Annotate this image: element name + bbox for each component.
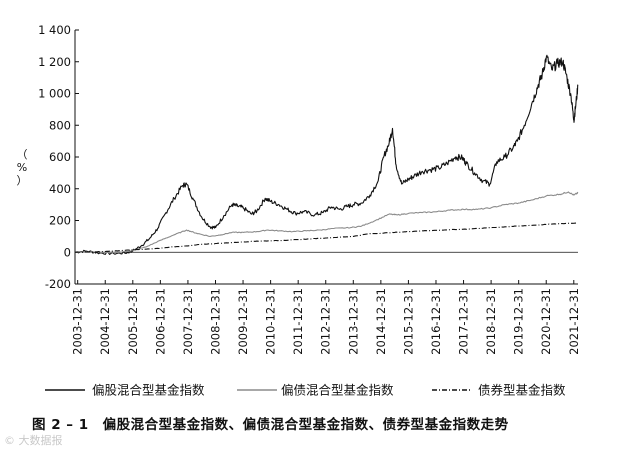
x-tick-label: 2020-12-31: [539, 288, 553, 355]
figure-caption: 图 2 – 1 偏股混合型基金指数、偏债混合型基金指数、债券型基金指数走势: [32, 413, 523, 433]
x-tick-label: 2008-12-31: [208, 288, 222, 355]
x-tick-label: 2019-12-31: [512, 288, 526, 355]
x-tick-label: 2003-12-31: [71, 288, 85, 355]
x-tick-label: 2005-12-31: [126, 288, 140, 355]
series-line-1: [74, 54, 579, 255]
x-tick-label: 2014-12-31: [374, 288, 388, 355]
y-tick-label: 200: [49, 214, 71, 228]
x-tick-label: 2010-12-31: [264, 288, 278, 355]
x-tick-label: 2009-12-31: [236, 288, 250, 355]
y-tick-label: 400: [49, 182, 71, 196]
figure-caption-text: 偏股混合型基金指数、偏债混合型基金指数、债券型基金指数走势: [102, 417, 509, 433]
legend: 偏股混合型基金指数 偏债混合型基金指数 债券型基金指数: [45, 383, 566, 398]
legend-label: 债券型基金指数: [478, 383, 566, 398]
y-tick-label: 1 400: [38, 23, 71, 37]
series-line-2: [74, 191, 579, 254]
x-tick-label: 2017-12-31: [457, 288, 471, 355]
x-tick-label: 2015-12-31: [401, 288, 415, 355]
x-tick-label: 2021-12-31: [567, 288, 581, 355]
series-layer: [74, 54, 579, 255]
y-tick-label: -200: [45, 277, 71, 291]
series-line-3: [74, 222, 579, 253]
y-tick-label: 0: [64, 245, 71, 259]
axes: -200 0 200 400 600 800 1 000 1 200 1 400 （%） 2003-…: [17, 23, 581, 355]
legend-label: 偏股混合型基金指数: [92, 383, 205, 398]
y-axis-label: （%）: [17, 148, 28, 187]
x-tick-label: 2013-12-31: [346, 288, 360, 355]
y-tick-label: 1 200: [38, 55, 71, 69]
x-tick-label: 2012-12-31: [319, 288, 333, 355]
y-tick-label: 800: [49, 118, 71, 132]
legend-label: 偏债混合型基金指数: [281, 383, 394, 398]
watermark: © 大数据报: [4, 434, 63, 447]
x-tick-label: 2004-12-31: [98, 288, 112, 355]
x-tick-label: 2016-12-31: [429, 288, 443, 355]
x-tick-label: 2007-12-31: [181, 288, 195, 355]
figure-caption-label: 图 2 – 1: [32, 417, 89, 433]
y-tick-label: 600: [49, 150, 71, 164]
x-tick-label: 2018-12-31: [484, 288, 498, 355]
line-chart: -200 0 200 400 600 800 1 000 1 200 1 400 （%） 2003-…: [17, 23, 581, 398]
x-tick-label: 2011-12-31: [291, 288, 305, 355]
y-tick-label: 1 000: [38, 87, 71, 101]
x-tick-label: 2006-12-31: [153, 288, 167, 355]
